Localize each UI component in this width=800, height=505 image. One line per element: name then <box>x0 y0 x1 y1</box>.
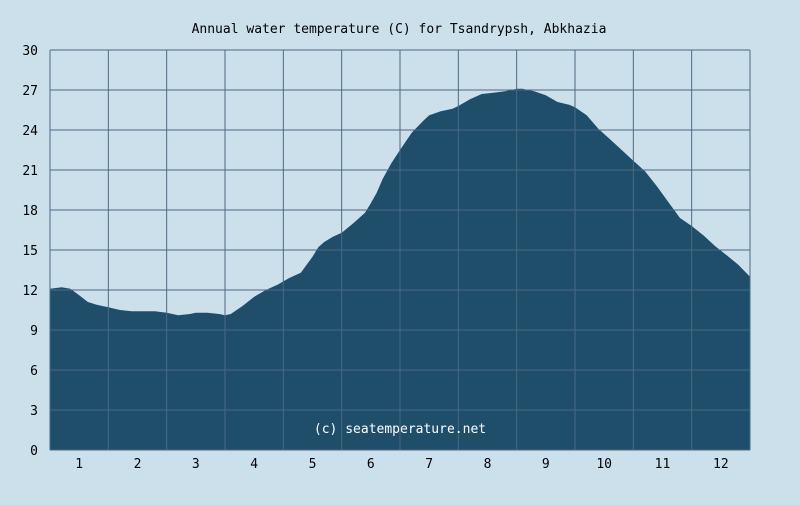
y-tick-label: 27 <box>22 84 38 99</box>
x-tick-label: 2 <box>134 457 142 472</box>
x-tick-label: 11 <box>655 457 671 472</box>
x-tick-label: 4 <box>250 457 258 472</box>
y-tick-label: 30 <box>22 44 38 59</box>
x-tick-label: 10 <box>596 457 612 472</box>
x-tick-label: 12 <box>713 457 729 472</box>
y-tick-label: 18 <box>22 204 38 219</box>
x-tick-label: 5 <box>309 457 317 472</box>
y-tick-label: 21 <box>22 164 38 179</box>
watermark-text: (c) seatemperature.net <box>314 422 486 437</box>
y-axis-ticks: 0 3 6 9 12 15 18 21 24 27 30 <box>22 44 38 459</box>
y-tick-label: 6 <box>30 364 38 379</box>
y-tick-label: 0 <box>30 444 38 459</box>
x-tick-label: 3 <box>192 457 200 472</box>
x-tick-label: 9 <box>542 457 550 472</box>
x-tick-label: 1 <box>75 457 83 472</box>
x-tick-label: 7 <box>425 457 433 472</box>
y-tick-label: 9 <box>30 324 38 339</box>
x-tick-label: 6 <box>367 457 375 472</box>
x-tick-label: 8 <box>484 457 492 472</box>
x-axis-ticks: 1 2 3 4 5 6 7 8 9 10 11 12 <box>75 457 728 472</box>
chart-title: Annual water temperature (C) for Tsandry… <box>192 22 607 37</box>
gridlines <box>49 49 751 451</box>
y-tick-label: 12 <box>22 284 38 299</box>
y-tick-label: 3 <box>30 404 38 419</box>
y-tick-label: 24 <box>22 124 38 139</box>
y-tick-label: 15 <box>22 244 38 259</box>
